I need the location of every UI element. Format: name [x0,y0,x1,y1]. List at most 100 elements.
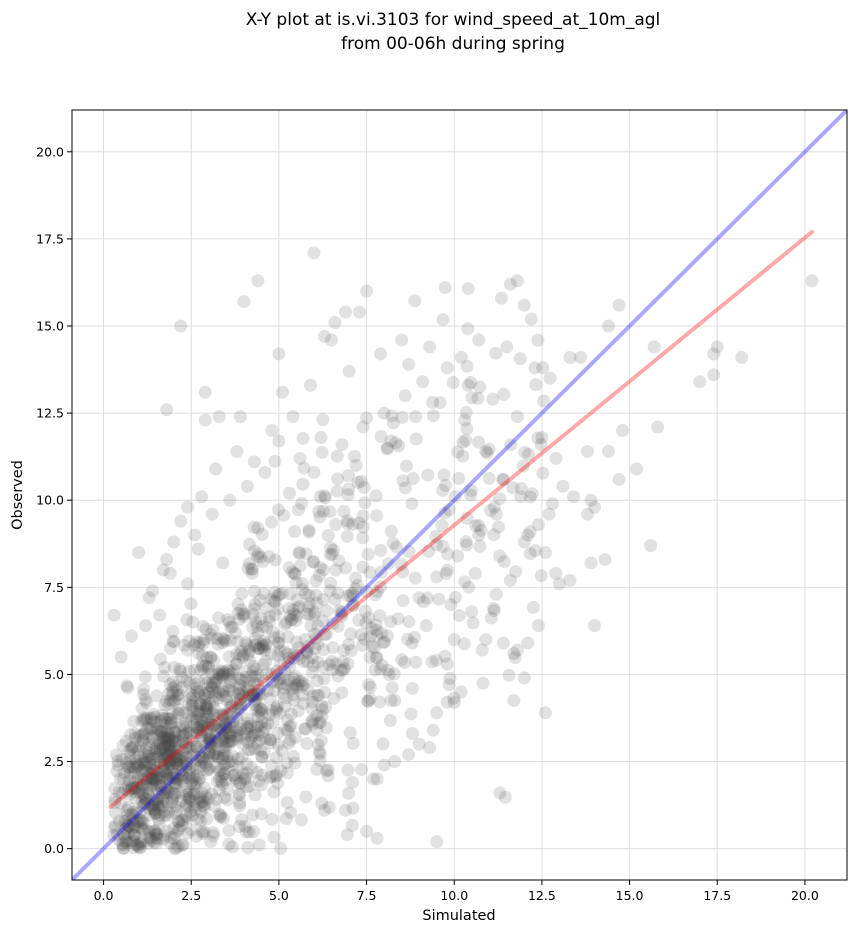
scatter-point [484,503,498,517]
scatter-point [248,677,262,691]
scatter-point [242,689,256,703]
scatter-point [156,563,170,577]
scatter-point [374,543,388,557]
scatter-point [271,738,285,752]
scatter-point [184,777,198,791]
scatter-point [255,703,269,717]
scatter-point [285,612,299,626]
scatter-point [142,738,156,752]
scatter-point [191,706,205,720]
scatter-point [454,350,468,364]
scatter-point [310,688,324,702]
scatter-point [272,434,286,448]
scatter-point [108,818,122,832]
scatter-point [145,730,159,744]
scatter-point [156,795,170,809]
scatter-point [290,609,304,623]
scatter-point [510,274,524,288]
scatter-point [402,748,416,762]
scatter-point [251,521,265,535]
scatter-point [318,685,332,699]
scatter-point [256,554,270,568]
scatter-point [440,657,454,671]
scatter-point [319,721,333,735]
scatter-point [346,736,360,750]
scatter-point [134,772,148,786]
scatter-point [185,712,199,726]
scatter-point [184,823,198,837]
scatter-point [252,838,266,852]
scatter-point [204,738,218,752]
scatter-point [258,732,272,746]
scatter-point [226,715,240,729]
scatter-point [412,737,426,751]
scatter-point [195,752,209,766]
scatter-point [295,813,309,827]
scatter-point [232,612,246,626]
scatter-point [148,824,162,838]
scatter-point [301,639,315,653]
scatter-point [150,772,164,786]
scatter-point [131,744,145,758]
scatter-point [207,708,221,722]
scatter-point [316,660,330,674]
scatter-point [268,553,282,567]
scatter-point [376,737,390,751]
scatter-point [226,758,240,772]
scatter-point [155,724,169,738]
scatter-point [132,729,146,743]
scatter-point [230,647,244,661]
scatter-point [218,731,232,745]
scatter-point [326,617,340,631]
scatter-point [250,765,264,779]
scatter-point [210,723,224,737]
scatter-point [157,760,171,774]
scatter-point [232,729,246,743]
scatter-point [168,828,182,842]
scatter-point [307,246,321,260]
scatter-point [153,743,167,757]
scatter-point [549,451,563,465]
scatter-point [187,638,201,652]
scatter-point [156,770,170,784]
scatter-point [165,744,179,758]
scatter-point [580,444,594,458]
scatter-point [136,727,150,741]
scatter-point [170,772,184,786]
scatter-point [264,733,278,747]
scatter-point [217,740,231,754]
scatter-point [169,750,183,764]
scatter-point [202,686,216,700]
scatter-point [205,740,219,754]
scatter-point [282,561,296,575]
scatter-point [210,672,224,686]
scatter-point [174,514,188,528]
scatter-point [194,744,208,758]
scatter-point [175,768,189,782]
scatter-point [281,655,295,669]
scatter-point [182,698,196,712]
scatter-point [190,720,204,734]
scatter-point [398,389,412,403]
scatter-point [255,687,269,701]
scatter-point [116,837,130,851]
scatter-point [325,333,339,347]
scatter-point [275,744,289,758]
scatter-point [262,614,276,628]
scatter-point [345,599,359,613]
scatter-point [313,561,327,575]
scatter-point [243,719,257,733]
scatter-point [113,771,127,785]
scatter-point [202,696,216,710]
scatter-point [395,410,409,424]
scatter-point [144,831,158,845]
scatter-point [250,703,264,717]
scatter-point [218,757,232,771]
scatter-point [203,736,217,750]
scatter-point [452,608,466,622]
scatter-point [240,721,254,735]
scatter-point [150,786,164,800]
scatter-point [189,740,203,754]
scatter-point [408,294,422,308]
scatter-point [189,635,203,649]
